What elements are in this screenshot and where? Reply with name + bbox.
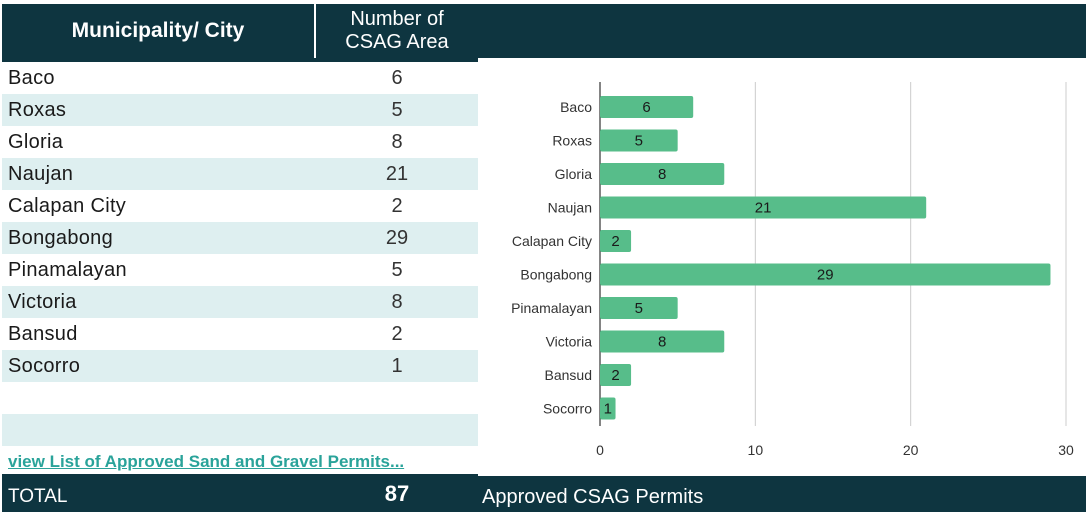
table-row: Roxas 5 (2, 94, 478, 126)
empty-row (2, 382, 478, 414)
category-label: Pinamalayan (511, 300, 592, 316)
category-label: Socorro (543, 401, 592, 417)
row-count: 2 (391, 323, 403, 345)
table-header: Municipality/ City Number of CSAG Area (2, 4, 478, 58)
x-tick-label: 0 (596, 442, 604, 458)
header-count-line1: Number of (350, 8, 444, 30)
category-label: Calapan City (512, 233, 592, 249)
data-label: 5 (635, 300, 643, 317)
x-tick-label: 10 (748, 442, 764, 458)
row-name: Naujan (8, 163, 74, 185)
row-name: Calapan City (8, 195, 127, 217)
bar (600, 297, 678, 319)
bar (600, 330, 725, 353)
total-value: 87 (384, 481, 410, 506)
bar (600, 230, 632, 252)
row-count: 8 (391, 291, 403, 313)
table-row: Pinamalayan 5 (2, 254, 478, 286)
table-row: Baco 6 (2, 62, 478, 94)
category-label: Bongabong (520, 267, 592, 283)
chart-panel: 0 10 20 30 Baco 6 Roxas 5 Gloria 8 Naujan 21 Calapan… (478, 58, 1086, 476)
x-tick-label: 30 (1058, 442, 1074, 458)
table-row: Victoria 8 (2, 286, 478, 318)
table-row: Bongabong 29 (2, 222, 478, 254)
row-count: 5 (391, 99, 403, 121)
row-name: Baco (8, 67, 55, 89)
table-row: Socorro 1 (2, 350, 478, 382)
row-count: 8 (391, 131, 403, 153)
row-name: Bongabong (8, 227, 114, 249)
category-label: Roxas (552, 133, 592, 149)
table-row: Calapan City 2 (2, 190, 478, 222)
bar (600, 96, 694, 118)
table-body: Baco 6 Roxas 5 Gloria 8 Naujan 21 Calapa… (2, 62, 478, 474)
bar (600, 163, 725, 185)
data-label: 8 (658, 166, 666, 183)
dashboard: Municipality/ City Number of CSAG Area B… (2, 4, 1086, 512)
table-row: Bansud 2 (2, 318, 478, 350)
row-count: 1 (391, 355, 403, 377)
row-name: Pinamalayan (8, 259, 127, 281)
total-label: TOTAL (8, 486, 68, 507)
row-name: Victoria (8, 291, 77, 313)
category-label: Victoria (546, 334, 593, 350)
data-label: 6 (642, 99, 650, 116)
row-name: Socorro (8, 355, 81, 377)
row-count: 5 (391, 259, 403, 281)
category-label: Bansud (545, 367, 592, 383)
bar (600, 364, 632, 386)
bar (600, 263, 1051, 286)
total-row: TOTAL 87 (2, 478, 478, 512)
data-label: 8 (658, 334, 666, 351)
row-count: 2 (391, 195, 403, 217)
header-municipality: Municipality/ City (71, 19, 245, 42)
row-name: Bansud (8, 323, 78, 345)
bar (600, 196, 927, 219)
bar (600, 397, 616, 420)
row-count: 6 (391, 67, 403, 89)
data-label: 2 (611, 367, 619, 384)
header-count-line2: CSAG Area (345, 31, 449, 53)
header-divider (314, 4, 316, 58)
x-tick-label: 20 (903, 442, 919, 458)
category-label: Baco (560, 99, 592, 115)
data-label: 1 (604, 401, 612, 418)
bar (600, 129, 678, 152)
table-row: Gloria 8 (2, 126, 478, 158)
row-count: 21 (385, 163, 409, 185)
empty-row (2, 414, 478, 446)
data-label: 2 (611, 233, 619, 250)
row-name: Roxas (8, 99, 67, 121)
chart-title: Approved CSAG Permits (482, 486, 704, 508)
data-label: 21 (755, 200, 772, 217)
header-count: Number of CSAG Area (316, 8, 478, 58)
data-label: 29 (817, 267, 834, 284)
table-row: Naujan 21 (2, 158, 478, 190)
approved-permits-link[interactable]: view List of Approved Sand and Gravel Pe… (8, 452, 405, 471)
row-name: Gloria (8, 131, 64, 153)
category-label: Gloria (555, 166, 593, 182)
row-count: 29 (385, 227, 409, 249)
category-label: Naujan (548, 200, 592, 216)
data-label: 5 (635, 133, 643, 150)
